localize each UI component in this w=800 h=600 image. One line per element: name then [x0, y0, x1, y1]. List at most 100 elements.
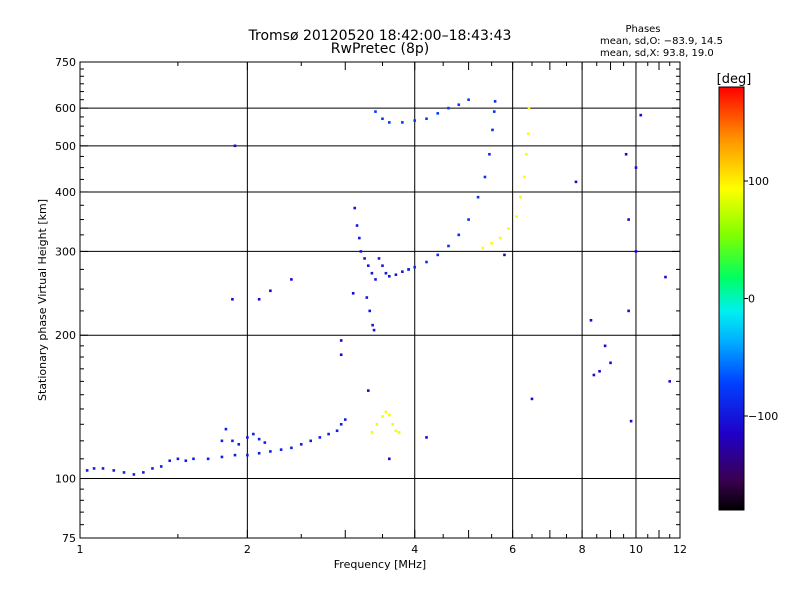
echo-point	[425, 117, 428, 121]
echo-point	[627, 309, 630, 313]
echo-point	[436, 253, 440, 257]
echo-point	[603, 344, 607, 348]
y-tick-label: 500	[55, 140, 76, 153]
echo-point	[368, 309, 372, 313]
x-tick-label: 1	[77, 543, 84, 556]
echo-point	[159, 465, 163, 468]
echo-point	[526, 132, 530, 136]
echo-point	[457, 103, 461, 107]
echo-point	[206, 457, 210, 461]
echo-point	[527, 106, 531, 110]
echo-point	[397, 431, 401, 434]
echo-point	[233, 144, 237, 148]
series-f2-multiple-echo	[374, 98, 470, 124]
x-axis-label: Frequency [MHz]	[334, 558, 426, 571]
echo-point	[184, 459, 188, 463]
echo-point	[515, 215, 518, 218]
echo-point	[407, 268, 410, 271]
echo-point	[339, 339, 343, 342]
echo-point	[530, 397, 534, 401]
echo-point	[237, 443, 241, 446]
x-tick-label: 4	[411, 543, 418, 556]
echo-point	[384, 271, 388, 275]
colorbar-tick-label: 0	[748, 293, 755, 306]
echo-point	[370, 271, 374, 275]
phase-stats-o: mean, sd,O: −83.9, 14.5	[600, 36, 723, 47]
echo-point	[503, 253, 506, 257]
echo-point	[363, 257, 366, 260]
echo-point	[372, 328, 376, 332]
echo-point	[476, 195, 480, 199]
echo-point	[387, 274, 391, 278]
echo-point	[168, 459, 172, 463]
echo-point	[220, 439, 224, 443]
echo-point	[92, 467, 96, 470]
echo-point	[634, 250, 638, 253]
echo-point	[366, 264, 370, 267]
echo-point	[233, 453, 237, 457]
echo-point	[493, 100, 497, 103]
chart-subtitle: RwPretec (8p)	[331, 41, 429, 57]
x-tick-label: 8	[579, 543, 586, 556]
echo-point	[425, 436, 428, 439]
echo-point	[279, 448, 283, 451]
echo-point	[269, 450, 272, 453]
echo-point	[176, 457, 180, 461]
colorbar-tick-label: 100	[748, 175, 769, 188]
echo-point	[413, 119, 417, 122]
y-tick-label: 400	[55, 186, 76, 199]
echo-point	[374, 278, 377, 281]
phase-stats-heading: Phases	[625, 24, 660, 35]
echo-point	[355, 224, 359, 227]
echo-point	[339, 353, 343, 357]
echo-point	[224, 427, 228, 431]
echo-point	[122, 471, 126, 474]
echo-point	[639, 113, 643, 117]
echo-point	[231, 297, 234, 301]
echo-point	[574, 180, 578, 184]
series-e-layer-x-mode	[370, 410, 401, 434]
x-tick-label: 6	[509, 543, 516, 556]
echo-point	[401, 270, 404, 273]
echo-point	[490, 242, 493, 245]
echo-point	[394, 273, 398, 277]
echo-point	[370, 431, 374, 434]
echo-point	[192, 457, 195, 461]
series-scattered-points	[231, 113, 672, 461]
echo-point	[609, 361, 612, 365]
echo-point	[447, 244, 450, 248]
echo-point	[358, 236, 361, 240]
echo-point	[290, 446, 293, 450]
echo-point	[381, 264, 384, 267]
colorbar	[718, 86, 745, 511]
echo-point	[353, 206, 357, 210]
echo-point	[343, 418, 347, 421]
echo-point	[269, 289, 272, 293]
echo-point	[401, 121, 404, 124]
echo-point	[257, 437, 261, 441]
echo-point	[246, 436, 249, 439]
echo-point	[335, 429, 339, 433]
echo-point	[387, 121, 391, 124]
echo-point	[592, 373, 596, 377]
echo-point	[318, 436, 322, 439]
echo-point	[252, 432, 255, 436]
echo-point	[447, 106, 450, 110]
y-tick-label: 300	[55, 245, 76, 258]
echo-point	[483, 175, 487, 179]
echo-point	[413, 265, 417, 269]
echo-point	[327, 432, 330, 436]
echo-point	[488, 152, 491, 156]
x-tick-label: 2	[244, 543, 251, 556]
echo-point	[384, 410, 388, 414]
echo-point	[523, 175, 526, 179]
echo-point	[491, 128, 494, 132]
echo-point	[365, 296, 369, 299]
data-points	[85, 98, 672, 476]
echo-point	[142, 471, 145, 474]
echo-point	[664, 275, 667, 279]
echo-point	[375, 422, 379, 426]
echo-point	[231, 439, 234, 443]
x-tick-label: 12	[673, 543, 687, 556]
echo-point	[299, 443, 303, 446]
